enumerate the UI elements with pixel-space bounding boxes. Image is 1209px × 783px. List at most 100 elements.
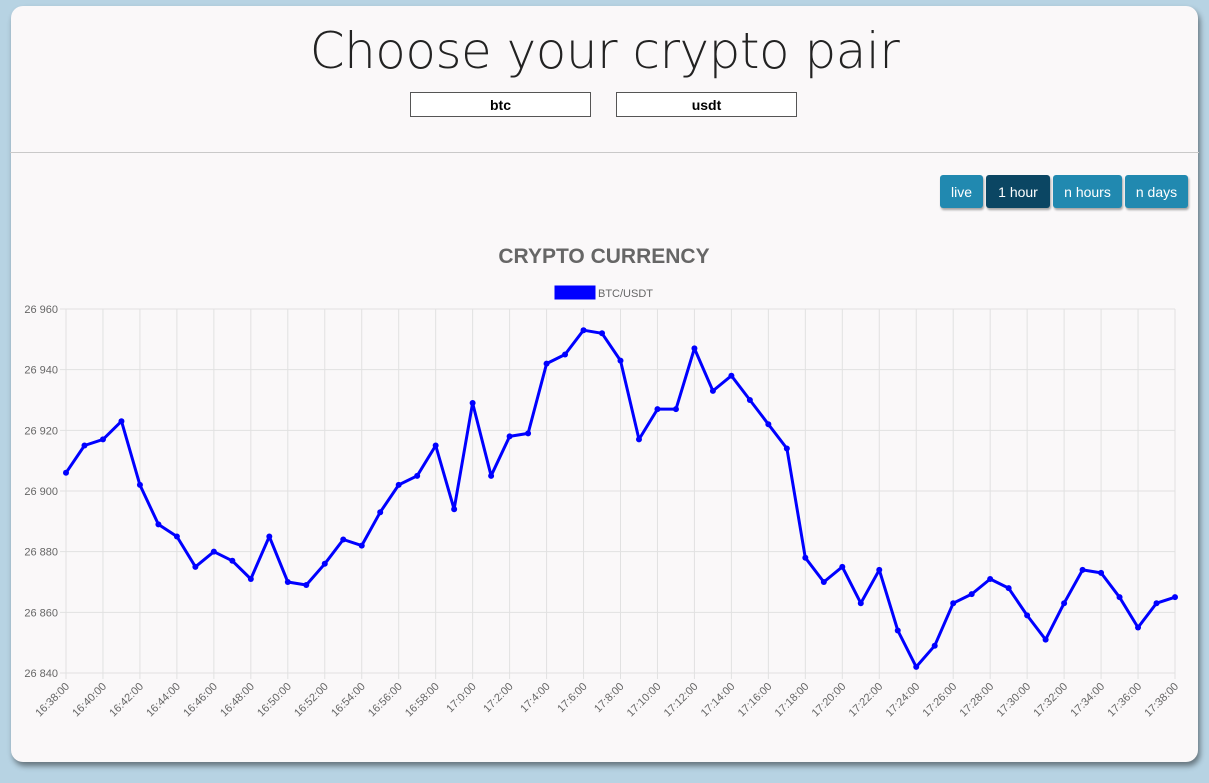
x-tick-label: 16:44:00: [144, 681, 183, 720]
page-title: Choose your crypto pair: [309, 22, 900, 80]
data-point[interactable]: [377, 509, 384, 516]
base-currency-input[interactable]: [410, 92, 591, 117]
data-point[interactable]: [728, 372, 735, 379]
live-button[interactable]: live: [940, 175, 983, 208]
quote-currency-input[interactable]: [616, 92, 797, 117]
data-point[interactable]: [63, 469, 69, 476]
data-point[interactable]: [506, 433, 513, 440]
data-point[interactable]: [987, 575, 994, 582]
data-point[interactable]: [1135, 624, 1142, 631]
data-point[interactable]: [876, 566, 883, 573]
data-point[interactable]: [599, 330, 606, 337]
data-point[interactable]: [136, 481, 143, 488]
n-days-button[interactable]: n days: [1125, 175, 1188, 208]
data-point[interactable]: [857, 600, 864, 607]
data-point[interactable]: [950, 600, 957, 607]
data-point[interactable]: [395, 481, 402, 488]
y-tick-label: 26 940: [24, 365, 58, 377]
data-point[interactable]: [709, 387, 716, 394]
x-axis: 16:38:0016:40:0016:42:0016:44:0016:46:00…: [33, 681, 1181, 720]
data-point[interactable]: [118, 418, 125, 425]
x-tick-label: 16:56:00: [366, 681, 405, 720]
data-point[interactable]: [432, 442, 439, 449]
x-tick-label: 17:30:00: [994, 681, 1033, 720]
data-point[interactable]: [562, 351, 569, 358]
x-tick-label: 17:36:00: [1105, 681, 1144, 720]
x-tick-label: 17:34:00: [1068, 681, 1107, 720]
x-tick-label: 17:20:00: [810, 681, 849, 720]
chart-title: CRYPTO CURRENCY: [498, 245, 709, 268]
data-point[interactable]: [488, 472, 495, 479]
chart-grid: [60, 308, 1176, 679]
data-point[interactable]: [173, 533, 180, 540]
data-point[interactable]: [1116, 594, 1123, 601]
data-point[interactable]: [414, 472, 421, 479]
data-point[interactable]: [192, 563, 199, 570]
data-point[interactable]: [1042, 636, 1049, 643]
data-point[interactable]: [839, 563, 846, 570]
data-point[interactable]: [247, 575, 254, 582]
n-hours-button[interactable]: n hours: [1053, 175, 1122, 208]
data-point[interactable]: [1079, 566, 1086, 573]
y-tick-label: 26 900: [24, 486, 58, 498]
x-tick-label: 17:8:00: [592, 681, 626, 715]
chart-legend: BTC/USDT: [554, 285, 653, 300]
data-point[interactable]: [266, 533, 273, 540]
data-point[interactable]: [820, 579, 827, 585]
x-tick-label: 17:12:00: [662, 681, 701, 720]
x-tick-label: 16:46:00: [181, 681, 220, 720]
data-point[interactable]: [672, 406, 679, 413]
data-point[interactable]: [746, 397, 753, 403]
data-point[interactable]: [968, 591, 975, 598]
data-point[interactable]: [284, 579, 291, 585]
data-point[interactable]: [543, 360, 550, 367]
y-tick-label: 26 840: [24, 668, 58, 680]
x-tick-label: 17:14:00: [699, 681, 738, 720]
data-point[interactable]: [525, 430, 532, 437]
data-point[interactable]: [81, 442, 88, 449]
y-tick-label: 26 860: [24, 607, 58, 619]
data-point[interactable]: [765, 421, 772, 428]
data-point[interactable]: [1061, 600, 1068, 607]
data-point[interactable]: [802, 554, 809, 561]
x-tick-label: 17:18:00: [773, 681, 812, 720]
x-tick-label: 17:32:00: [1031, 681, 1070, 720]
data-point[interactable]: [691, 345, 698, 352]
data-point[interactable]: [654, 406, 661, 413]
data-point[interactable]: [913, 663, 920, 670]
x-tick-label: 17:0:00: [444, 681, 478, 715]
data-point[interactable]: [1024, 612, 1031, 619]
x-tick-label: 16:50:00: [255, 681, 294, 720]
x-tick-label: 17:6:00: [555, 681, 589, 715]
data-point[interactable]: [1005, 585, 1012, 592]
data-point[interactable]: [635, 436, 642, 443]
data-point[interactable]: [155, 521, 162, 528]
data-point[interactable]: [1172, 594, 1178, 601]
data-point[interactable]: [451, 506, 458, 513]
data-point[interactable]: [580, 327, 587, 334]
data-point[interactable]: [340, 536, 347, 543]
data-point[interactable]: [931, 642, 938, 649]
data-point[interactable]: [303, 582, 310, 589]
x-tick-label: 17:24:00: [884, 681, 923, 720]
data-point[interactable]: [617, 357, 624, 364]
data-point[interactable]: [783, 445, 790, 452]
data-point[interactable]: [358, 542, 365, 549]
x-tick-label: 17:22:00: [847, 681, 886, 720]
x-tick-label: 17:38:00: [1142, 681, 1181, 720]
data-point[interactable]: [1098, 569, 1105, 576]
x-tick-label: 17:16:00: [736, 681, 775, 720]
data-point[interactable]: [894, 627, 901, 634]
x-tick-label: 16:48:00: [218, 681, 257, 720]
data-point[interactable]: [229, 557, 236, 564]
x-tick-label: 17:28:00: [958, 681, 997, 720]
data-point[interactable]: [99, 436, 106, 443]
x-tick-label: 16:52:00: [292, 681, 331, 720]
data-point[interactable]: [321, 560, 328, 567]
data-point[interactable]: [469, 400, 476, 407]
data-point[interactable]: [1153, 600, 1160, 607]
one-hour-button[interactable]: 1 hour: [986, 175, 1050, 208]
data-point[interactable]: [210, 548, 217, 555]
plot-area: [63, 327, 1178, 670]
